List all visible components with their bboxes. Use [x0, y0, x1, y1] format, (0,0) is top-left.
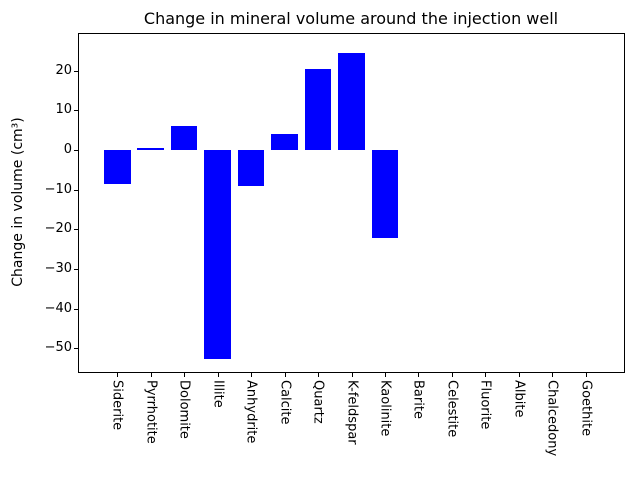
plot-area: Siderite Pyrrhotite Dolomite Illite Anhydrit… [45, 33, 625, 456]
y-tick [74, 190, 78, 191]
x-tick-label-calcite: Calcite [277, 380, 293, 425]
x-tick-label-k-feldspar: K-feldspar [344, 380, 360, 445]
x-tick [552, 373, 553, 377]
y-tick [74, 348, 78, 349]
y-tick [74, 309, 78, 310]
y-tick-label-0: 0 [63, 142, 72, 157]
x-tick [418, 373, 419, 377]
x-tick-label-fluorite: Fluorite [477, 380, 493, 430]
x-tick [485, 373, 486, 377]
bar-illite [204, 150, 231, 359]
y-tick-label--20: −20 [44, 221, 72, 236]
x-tick-label-pyrrhotite: Pyrrhotite [143, 380, 159, 444]
y-tick [74, 150, 78, 151]
x-tick [318, 373, 319, 377]
x-tick [385, 373, 386, 377]
bar-anhydrite [237, 150, 265, 186]
x-tick-label-celestite: Celestite [444, 380, 460, 438]
x-tick [184, 373, 185, 377]
x-tick-label-quartz: Quartz [310, 380, 326, 424]
y-tick [74, 229, 78, 230]
y-tick-label-10: 10 [55, 102, 72, 117]
x-tick [151, 373, 152, 377]
y-tick-label--40: −40 [44, 301, 72, 316]
x-tick-label-chalcedony: Chalcedony [544, 380, 560, 457]
bar-k-feldspar [338, 53, 365, 151]
x-tick-label-barite: Barite [410, 380, 426, 419]
y-tick-label--50: −50 [44, 340, 72, 355]
x-tick [452, 373, 453, 377]
x-tick [218, 373, 219, 377]
x-tick [251, 373, 252, 377]
x-tick [586, 373, 587, 377]
bar-pyrrhotite [137, 147, 164, 151]
x-tick-label-dolomite: Dolomite [176, 380, 192, 439]
x-tick [519, 373, 520, 377]
y-tick-label--10: −10 [44, 182, 72, 197]
x-tick-label-illite: Illite [210, 380, 226, 408]
y-tick-label--30: −30 [44, 261, 72, 276]
x-tick [117, 373, 118, 377]
y-tick [74, 71, 78, 72]
x-tick-label-siderite: Siderite [109, 380, 125, 431]
bar-calcite [271, 133, 298, 151]
x-tick-label-kaolinite: Kaolinite [377, 380, 393, 437]
x-tick [352, 373, 353, 377]
bar-dolomite [170, 125, 198, 151]
y-tick [74, 269, 78, 270]
bar-quartz [304, 68, 332, 151]
y-tick [74, 110, 78, 111]
chart-title: Change in mineral volume around the inje… [143, 9, 559, 28]
bar-siderite [103, 150, 131, 184]
x-tick-label-albite: Albite [511, 380, 527, 418]
x-tick-label-goethite: Goethite [578, 380, 594, 437]
y-tick-label-20: 20 [55, 63, 72, 78]
x-tick-label-anhydrite: Anhydrite [243, 380, 259, 444]
x-tick [285, 373, 286, 377]
y-axis-label: Change in volume (cm³) [10, 117, 26, 287]
bar-kaolinite [371, 150, 399, 238]
